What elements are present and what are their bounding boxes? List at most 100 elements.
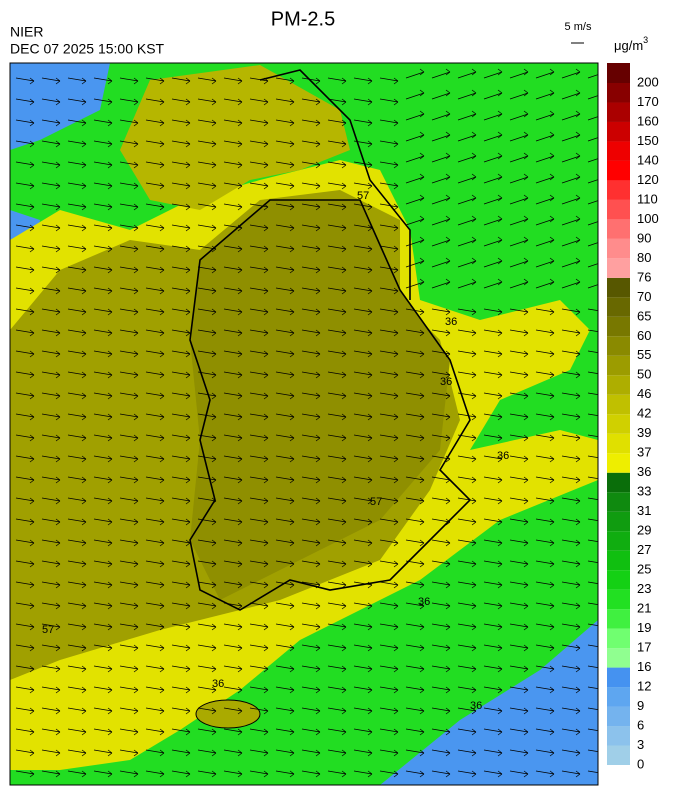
wind-arrow — [535, 665, 555, 673]
wind-arrow — [223, 476, 243, 484]
wind-arrow — [171, 119, 191, 127]
wind-arrow — [119, 413, 139, 421]
wind-arrow — [275, 266, 295, 274]
colorbar-swatch — [607, 160, 630, 181]
wind-arrow — [561, 236, 581, 247]
wind-arrow — [67, 434, 87, 442]
wind-arrow — [431, 215, 451, 226]
wind-arrow — [379, 182, 399, 190]
wind-arrow — [93, 749, 113, 757]
colorbar-swatch — [607, 433, 630, 454]
wind-arrow — [145, 329, 165, 337]
wind-arrow — [67, 497, 87, 505]
wind-arrow — [535, 581, 555, 589]
wind-arrow — [41, 749, 61, 757]
wind-arrow — [223, 581, 243, 589]
wind-arrow — [93, 98, 113, 106]
wind-arrow — [483, 194, 503, 205]
wind-arrow — [171, 665, 191, 673]
wind-arrow — [67, 644, 87, 652]
wind-arrow — [67, 182, 87, 190]
wind-arrow — [301, 224, 321, 232]
wind-arrow — [379, 686, 399, 694]
wind-arrow — [431, 665, 451, 673]
wind-arrow — [561, 518, 581, 526]
wind-arrow — [353, 539, 373, 547]
wind-arrow — [119, 581, 139, 589]
wind-arrow — [587, 707, 598, 711]
colorbar-label: 23 — [637, 581, 651, 596]
wind-arrow — [431, 581, 451, 589]
wind-arrow — [561, 371, 581, 379]
wind-arrow — [353, 623, 373, 631]
wind-arrow — [509, 89, 529, 100]
wind-arrow — [145, 518, 165, 526]
wind-arrow — [93, 770, 113, 778]
wind-arrow — [145, 161, 165, 169]
wind-arrow — [379, 623, 399, 631]
wind-arrow — [15, 602, 35, 610]
wind-arrow — [249, 245, 269, 253]
wind-arrow — [171, 182, 191, 190]
wind-arrow — [457, 539, 477, 547]
wind-arrow — [171, 434, 191, 442]
wind-arrow — [379, 539, 399, 547]
wind-arrow — [119, 707, 139, 715]
wind-arrow — [509, 497, 529, 505]
wind-arrow — [379, 329, 399, 337]
wind-arrow — [301, 308, 321, 316]
wind-arrow — [67, 224, 87, 232]
wind-arrow — [327, 686, 347, 694]
wind-arrow — [41, 476, 61, 484]
wind-arrow — [561, 392, 581, 400]
wind-arrow — [15, 770, 35, 778]
wind-arrow — [249, 560, 269, 568]
wind-arrow — [223, 413, 243, 421]
wind-arrow — [483, 749, 503, 757]
wind-arrow — [561, 728, 581, 736]
wind-arrow — [197, 665, 217, 673]
wind-arrow — [93, 119, 113, 127]
wind-arrow — [41, 119, 61, 127]
wind-arrow — [457, 770, 477, 778]
wind-arrow — [171, 308, 191, 316]
colorbar-swatch — [607, 745, 630, 765]
wind-arrow — [301, 119, 321, 127]
wind-arrow — [405, 68, 425, 79]
wind-arrow — [457, 131, 477, 142]
wind-arrow — [301, 602, 321, 610]
wind-arrow — [535, 89, 555, 100]
wind-arrow — [587, 644, 598, 648]
wind-arrow — [145, 140, 165, 148]
wind-arrow — [587, 581, 598, 585]
wind-arrow — [457, 434, 477, 442]
wind-arrow — [119, 308, 139, 316]
wind-arrow — [41, 413, 61, 421]
colorbar-label: 37 — [637, 445, 651, 460]
wind-arrow — [93, 518, 113, 526]
wind-arrow — [93, 728, 113, 736]
wind-arrow — [249, 728, 269, 736]
wind-arrow — [15, 308, 35, 316]
wind-arrow — [379, 161, 399, 169]
wind-arrow — [509, 560, 529, 568]
colorbar-label: 3 — [637, 737, 644, 752]
wind-arrow — [509, 539, 529, 547]
wind-arrow — [41, 770, 61, 778]
wind-arrow — [41, 434, 61, 442]
wind-arrow — [171, 371, 191, 379]
wind-arrow — [197, 770, 217, 778]
colorbar-label: 170 — [637, 94, 659, 109]
wind-arrow — [587, 74, 598, 79]
wind-arrow — [67, 623, 87, 631]
wind-arrow — [535, 173, 555, 184]
wind-arrow — [41, 518, 61, 526]
wind-arrow — [353, 476, 373, 484]
wind-arrow — [249, 602, 269, 610]
wind-arrow — [405, 665, 425, 673]
wind-arrow — [483, 770, 503, 778]
wind-arrow — [457, 68, 477, 79]
wind-arrow — [379, 560, 399, 568]
wind-arrow — [509, 110, 529, 121]
wind-arrow — [509, 215, 529, 226]
